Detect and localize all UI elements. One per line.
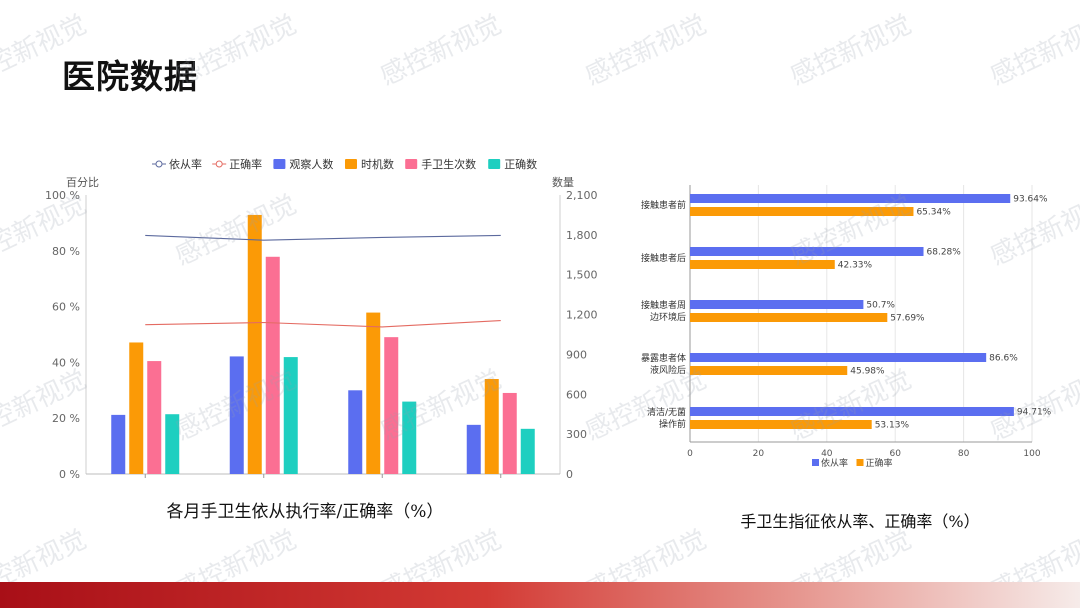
bar-1 [111, 414, 126, 474]
data-label: 57.69% [890, 314, 925, 324]
line-series-1 [145, 234, 501, 241]
category-label: 接触患者后 [641, 252, 686, 264]
hbar-1 [690, 247, 924, 256]
x-tick-label: 20 [753, 449, 765, 459]
right-tick-label: 1,200 [566, 309, 598, 322]
left-chart-caption: 各月手卫生依从执行率/正确率（%） [166, 502, 444, 522]
data-label: 86.6% [989, 354, 1018, 364]
legend-swatch [812, 459, 819, 466]
legend-label: 正确数 [504, 158, 537, 171]
monthly-chart: 0 % 20 % 40 % 60 % 80 % 100 % 0 300 600 900 1,200 1… [45, 157, 597, 481]
legend-line-marker [155, 160, 163, 168]
data-label: 93.64% [1013, 195, 1048, 205]
legend-bar-swatch [488, 159, 501, 169]
legend-label: 依从率 [169, 157, 202, 171]
bar-2 [484, 379, 499, 474]
legend-line-marker [215, 160, 223, 168]
bar-3 [384, 337, 399, 474]
data-label: 53.13% [875, 421, 910, 431]
line-series-2 [145, 320, 501, 328]
bar-2 [129, 342, 144, 474]
bar-3 [502, 392, 517, 474]
legend-label: 观察人数 [289, 157, 333, 171]
indication-chart: 0 20 40 60 80 100 接触患者前 93.64% 65.34% 接触患者后 68.28%… [641, 185, 1052, 469]
page-title: 医院数据 [62, 57, 198, 96]
category-label: 暴露患者体 [641, 352, 686, 364]
legend-label: 时机数 [361, 157, 394, 171]
hbar-1 [690, 407, 1014, 416]
data-label: 42.33% [838, 261, 873, 271]
left-tick-label: 80 % [52, 245, 80, 258]
bar-4 [283, 357, 298, 474]
bar-3 [147, 361, 162, 474]
bar-2 [366, 312, 381, 474]
hbar-2 [690, 313, 888, 322]
hbar-2 [690, 420, 872, 429]
legend-bar-swatch [405, 159, 418, 169]
hbar-1 [690, 353, 987, 362]
hbar-2 [690, 207, 914, 216]
hbar-1 [690, 194, 1011, 203]
data-label: 94.71% [1017, 408, 1052, 418]
right-axis-title: 数量 [552, 176, 574, 189]
legend-label: 手卫生次数 [421, 157, 476, 171]
right-chart-caption: 手卫生指征依从率、正确率（%） [740, 512, 980, 531]
legend-bar-swatch [273, 159, 286, 169]
right-tick-label: 0 [566, 468, 573, 481]
data-label: 45.98% [850, 367, 885, 377]
bar-2 [247, 214, 262, 474]
data-label: 65.34% [916, 208, 951, 218]
left-tick-label: 0 % [59, 468, 80, 481]
x-tick-label: 60 [889, 449, 901, 459]
hbar-2 [690, 366, 848, 375]
left-tick-label: 40 % [52, 356, 80, 369]
right-tick-label: 900 [566, 348, 587, 361]
bar-4 [402, 401, 417, 474]
category-label: 接触患者周 [641, 299, 686, 311]
right-tick-label: 1,800 [566, 229, 598, 242]
left-tick-label: 100 % [45, 189, 80, 202]
left-axis-title: 百分比 [66, 176, 99, 189]
category-label: 液风险后 [650, 364, 686, 376]
category-label: 接触患者前 [641, 199, 686, 211]
legend-label: 依从率 [821, 457, 848, 469]
bar-4 [165, 414, 180, 474]
left-tick-label: 60 % [52, 301, 80, 314]
right-tick-label: 600 [566, 388, 587, 401]
bar-4 [520, 428, 535, 474]
category-label: 边环境后 [650, 311, 686, 323]
left-tick-label: 20 % [52, 412, 80, 425]
legend-swatch [856, 459, 864, 466]
bar-1 [348, 390, 363, 474]
legend-bar-swatch [345, 159, 357, 169]
x-tick-label: 0 [687, 449, 693, 459]
hbar-1 [690, 300, 864, 309]
bar-3 [265, 256, 280, 474]
data-label: 68.28% [927, 248, 962, 258]
legend-label: 正确率 [866, 457, 893, 469]
hbar-2 [690, 260, 835, 269]
data-label: 50.7% [866, 301, 895, 311]
right-tick-label: 2,100 [566, 189, 598, 202]
category-label: 清洁/无菌 [647, 406, 686, 418]
bar-1 [466, 424, 481, 474]
x-tick-label: 100 [1023, 449, 1040, 459]
bar-1 [229, 356, 244, 474]
x-tick-label: 80 [958, 449, 970, 459]
footer-bar [0, 582, 1080, 608]
legend-label: 正确率 [229, 157, 262, 171]
x-tick-label: 40 [821, 449, 833, 459]
right-tick-label: 1,500 [566, 269, 598, 282]
category-label: 操作前 [659, 418, 686, 430]
right-tick-label: 300 [566, 428, 587, 441]
